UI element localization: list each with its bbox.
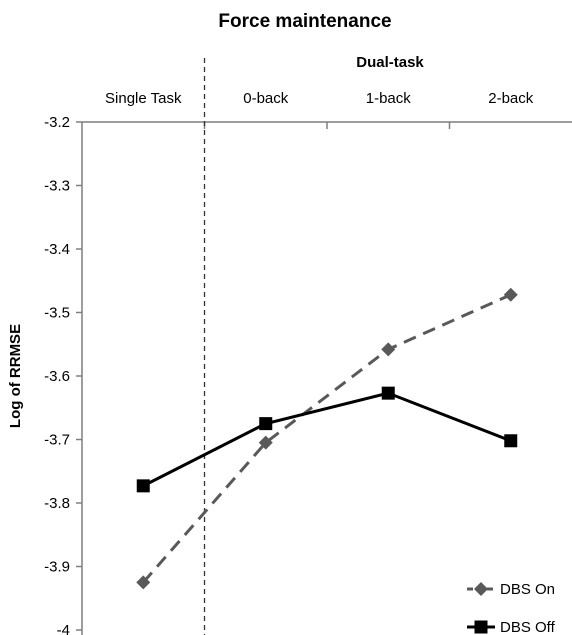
legend-label-dbs-off: DBS Off	[500, 619, 556, 635]
y-tick-label: -3.4	[44, 241, 70, 258]
y-tick-label: -3.7	[44, 432, 70, 449]
dbs-off-point	[504, 434, 518, 448]
category-label: 0-back	[243, 90, 289, 107]
y-tick-label: -3.6	[44, 368, 70, 385]
y-tick-label: -3.5	[44, 305, 70, 322]
legend-label-dbs-on: DBS On	[500, 581, 555, 598]
dbs-on-point	[503, 287, 518, 302]
y-tick-label: -3.3	[44, 178, 70, 195]
y-tick-label: -3.9	[44, 559, 70, 576]
dbs-on-point	[381, 342, 396, 357]
dbs-off-point	[136, 479, 150, 493]
category-label: 1-back	[366, 90, 412, 107]
category-label: Single Task	[105, 90, 182, 107]
dbs-off-line	[142, 391, 512, 488]
category-label: 2-back	[488, 90, 534, 107]
dbs-on-point	[136, 575, 151, 590]
chart-title: Force maintenance	[218, 11, 391, 32]
legend-marker-dbs-off	[474, 620, 488, 634]
y-tick-label: -3.2	[44, 114, 70, 131]
y-tick-label: -4	[57, 622, 70, 635]
legend-marker-dbs-on	[474, 582, 488, 596]
y-tick-label: -3.8	[44, 495, 70, 512]
dual-task-group-label: Dual-task	[356, 54, 424, 71]
dbs-on-point	[258, 435, 273, 450]
dbs-off-point	[381, 386, 395, 400]
dbs-on-line	[142, 293, 512, 584]
y-axis-label: Log of RRMSE	[7, 324, 24, 428]
dbs-off-point	[259, 417, 273, 431]
